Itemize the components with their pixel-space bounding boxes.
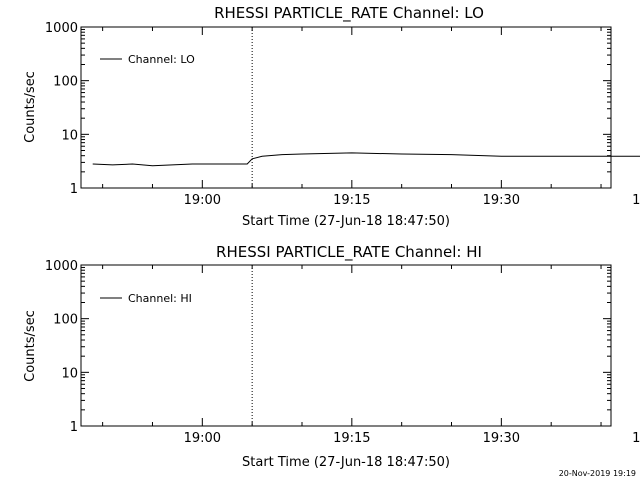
y-tick-label: 1000 — [45, 259, 78, 274]
chart-title: RHESSI PARTICLE_RATE Channel: HI — [216, 243, 482, 262]
x-tick-label: 19:45 — [632, 193, 640, 208]
x-tick-label: 19:00 — [184, 431, 221, 446]
x-axis-label: Start Time (27-Jun-18 18:47:50) — [242, 455, 450, 470]
legend-label: Channel: LO — [128, 53, 195, 66]
time-markers: SE — [251, 265, 253, 426]
y-tick-label: 1 — [70, 182, 78, 197]
x-tick-label: 19:00 — [184, 193, 221, 208]
y-axis-label: Counts/sec — [23, 71, 38, 143]
y-axis-label: Counts/sec — [23, 310, 38, 382]
x-axis-label: Start Time (27-Jun-18 18:47:50) — [242, 214, 450, 229]
footer-timestamp: 20-Nov-2019 19:19 — [559, 469, 636, 478]
x-tick-label: 19:15 — [333, 431, 370, 446]
series-line-lo — [92, 152, 640, 167]
plot-frame — [80, 264, 612, 427]
chart-title: RHESSI PARTICLE_RATE Channel: LO — [214, 4, 484, 23]
legend-label: Channel: HI — [128, 292, 192, 305]
x-tick-label: 19:30 — [483, 193, 520, 208]
y-tick-label: 10 — [61, 128, 78, 143]
x-tick-label: 19:45 — [632, 431, 640, 446]
panel-hi: RHESSI PARTICLE_RATE Channel: HI Counts/… — [23, 243, 640, 470]
y-tick-label: 10 — [61, 366, 78, 381]
plot-frame — [80, 26, 612, 189]
y-tick-label: 1000 — [45, 21, 78, 36]
x-tick-label: 19:30 — [483, 431, 520, 446]
y-tick-label: 100 — [53, 75, 78, 90]
time-markers: SE — [251, 27, 253, 188]
y-tick-label: 1 — [70, 420, 78, 435]
x-tick-label: 19:15 — [333, 193, 370, 208]
panel-lo: RHESSI PARTICLE_RATE Channel: LO Counts/… — [23, 4, 640, 229]
y-tick-label: 100 — [53, 313, 78, 328]
